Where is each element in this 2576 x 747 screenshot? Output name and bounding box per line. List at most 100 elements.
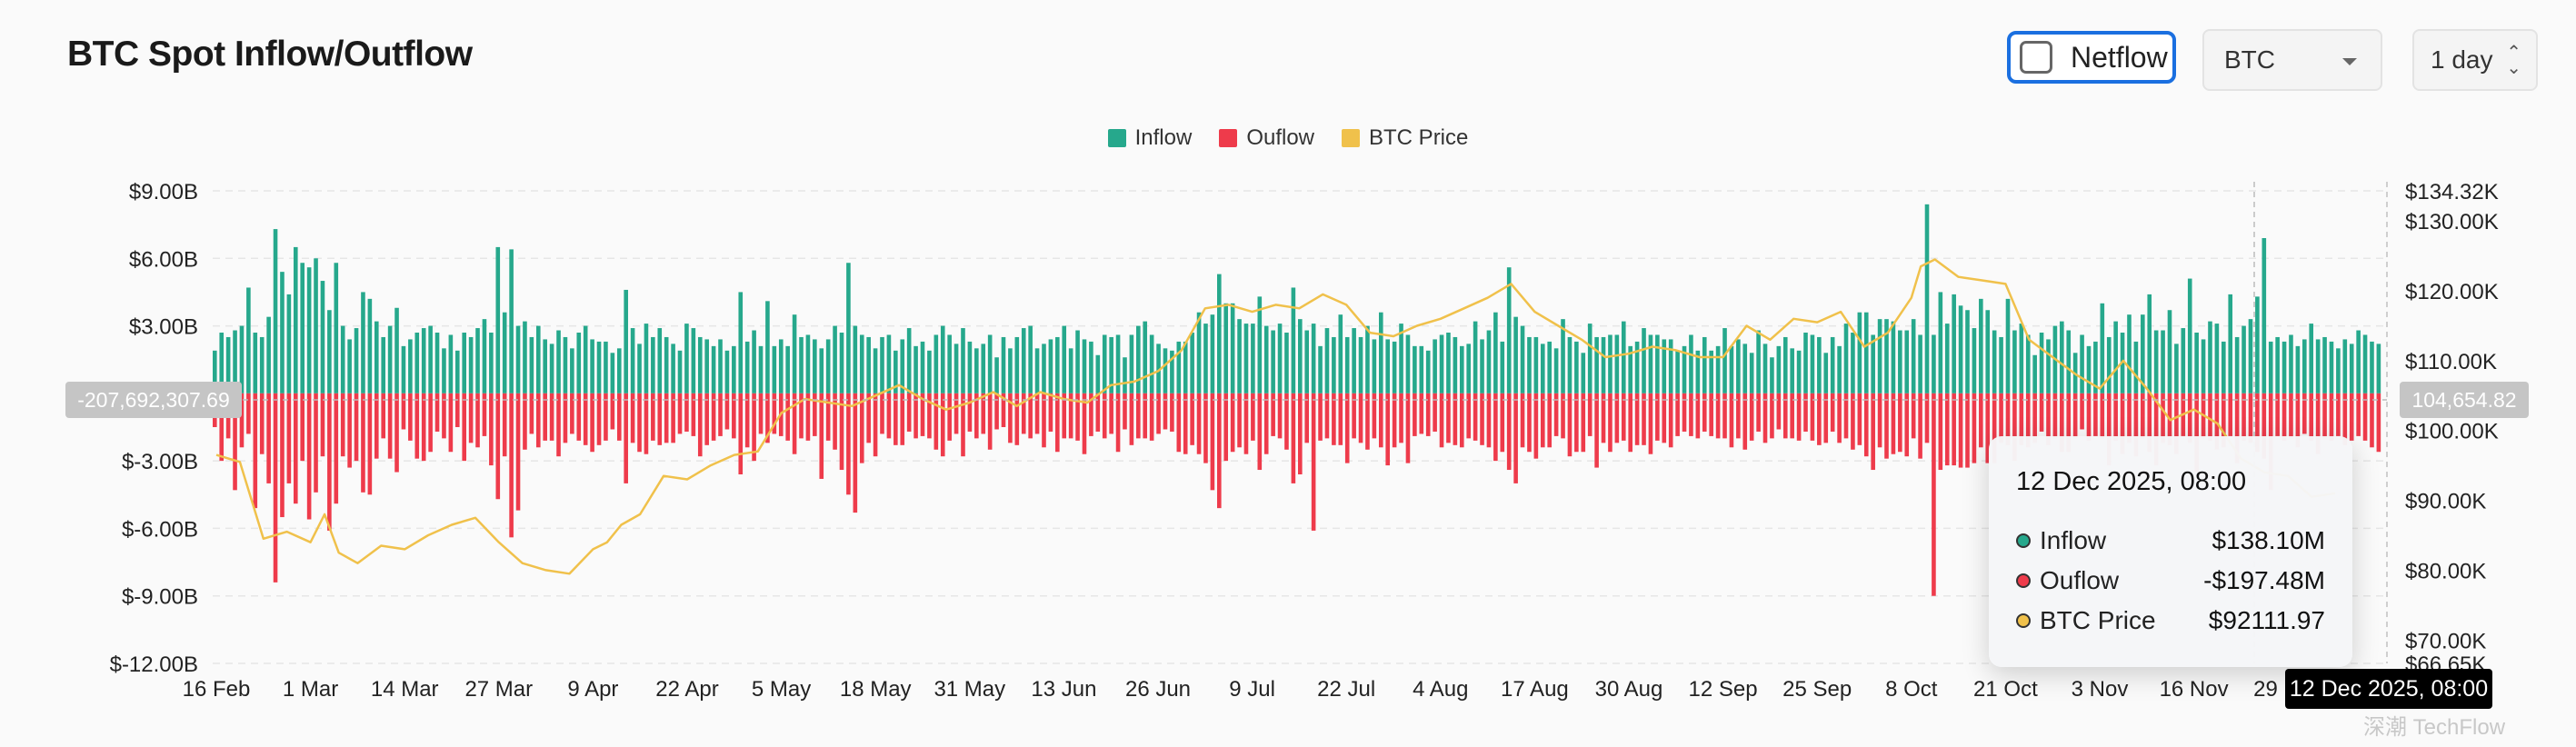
inflow-bar (967, 341, 973, 393)
inflow-bar (1358, 336, 1363, 393)
x-axis-tick-label: 22 Apr (655, 677, 718, 702)
outflow-bar (1459, 393, 1464, 448)
inflow-bar (954, 344, 959, 393)
inflow-bar (1372, 339, 1377, 393)
inflow-bar (657, 328, 663, 393)
legend-item-outflow[interactable]: Ouflow (1219, 125, 1314, 151)
x-axis-tick-label: 9 Apr (567, 677, 618, 702)
price-line (215, 258, 2336, 575)
inflow-bar (1399, 324, 1403, 393)
inflow-bar (1332, 336, 1336, 393)
inflow-bar (1453, 336, 1458, 393)
inflow-bar (2336, 348, 2341, 393)
outflow-bar (502, 393, 507, 457)
outflow-bar (1770, 393, 1774, 439)
inflow-bar (1877, 319, 1882, 393)
outflow-bar (2025, 393, 2031, 448)
inflow-bar (381, 336, 386, 393)
outflow-bar (1668, 393, 1673, 448)
outflow-bar (833, 393, 837, 450)
outflow-bar (961, 393, 965, 457)
outflow-bar (1898, 393, 1902, 453)
outflow-bar (2194, 393, 2199, 473)
inflow-bar (1843, 324, 1849, 393)
x-axis-tick-label: 16 Nov (2160, 677, 2229, 702)
outflow-bar (219, 393, 225, 462)
checkbox-unchecked-icon[interactable] (2020, 41, 2052, 74)
outflow-bar (1271, 393, 1275, 436)
inflow-bar (2181, 328, 2186, 393)
inflow-bar (1433, 339, 1437, 393)
outflow-bar (2309, 393, 2314, 441)
chart-legend: Inflow Ouflow BTC Price (0, 125, 2576, 151)
inflow-bar (1675, 350, 1680, 393)
outflow-bar (825, 393, 831, 441)
inflow-bar (1729, 345, 1734, 393)
inflow-bar (853, 325, 858, 393)
tooltip-name: BTC Price (2040, 606, 2156, 634)
outflow-bar (1183, 393, 1188, 454)
x-axis-tick-label: 12 Sep (1689, 677, 1758, 702)
outflow-bar (2066, 393, 2072, 453)
outflow-bar (1230, 393, 1235, 453)
outflow-bar (1999, 393, 2003, 443)
outflow-bar (1958, 393, 1963, 468)
inflow-bar (610, 353, 615, 393)
outflow-bar (300, 393, 305, 462)
y-axis-right-tick-label: $120.00K (2405, 280, 2499, 304)
x-axis-tick-label: 27 Mar (464, 677, 533, 702)
inflow-bar (684, 324, 689, 393)
inflow-bar (839, 333, 844, 393)
outflow-bar (1284, 393, 1289, 450)
outflow-bar (846, 393, 851, 495)
inflow-bar (1055, 336, 1060, 393)
outflow-bar (2147, 393, 2152, 453)
inflow-bar (280, 272, 285, 393)
outflow-bar (475, 393, 480, 448)
outflow-bar (792, 393, 797, 454)
outflow-bar (732, 393, 736, 439)
inflow-bar (866, 336, 871, 393)
outflow-bar (314, 393, 318, 493)
tooltip-name: Ouflow (2040, 566, 2120, 594)
outflow-bar (630, 393, 635, 443)
outflow-bar (914, 393, 918, 439)
inflow-bar (1715, 345, 1721, 393)
inflow-bar (987, 334, 993, 393)
outflow-bar (805, 393, 811, 441)
outflow-bar (610, 393, 615, 430)
inflow-bar (1243, 324, 1249, 393)
inflow-bar (367, 298, 373, 393)
outflow-bar (1277, 393, 1283, 439)
tooltip-row-outflow: Ouflow -$197.48M (2016, 561, 2325, 601)
outflow-bar (1082, 393, 1087, 454)
inflow-bar (1581, 353, 1586, 393)
inflow-bar (1938, 292, 1943, 393)
outflow-bar (259, 393, 265, 454)
outflow-bar (2228, 393, 2233, 436)
legend-item-price[interactable]: BTC Price (1342, 125, 1468, 151)
inflow-bar (1863, 312, 1869, 393)
outflow-bar (1089, 393, 1093, 436)
inflow-bar (704, 339, 709, 393)
outflow-bar (1237, 393, 1242, 448)
outflow-bar (616, 393, 622, 441)
outflow-bar (1533, 393, 1539, 459)
outflow-bar (1203, 393, 1208, 463)
inflow-bar (1223, 303, 1229, 393)
outflow-bar (1506, 393, 1512, 471)
outflow-bar (596, 393, 602, 445)
inflow-bar (1149, 334, 1154, 393)
asset-select[interactable]: BTC (2202, 29, 2382, 91)
inflow-bar (2376, 344, 2381, 393)
inflow-bar (1338, 314, 1343, 393)
interval-select[interactable]: 1 day ⌃ ⌄ (2412, 29, 2538, 91)
inflow-bar (1324, 328, 1330, 393)
outflow-bar (1251, 393, 1255, 441)
legend-item-inflow[interactable]: Inflow (1107, 125, 1192, 151)
netflow-checkbox[interactable]: Netflow (2007, 31, 2176, 84)
outflow-bar (1857, 393, 1862, 445)
outflow-bar (1972, 393, 1977, 463)
outflow-bar (1621, 393, 1626, 441)
